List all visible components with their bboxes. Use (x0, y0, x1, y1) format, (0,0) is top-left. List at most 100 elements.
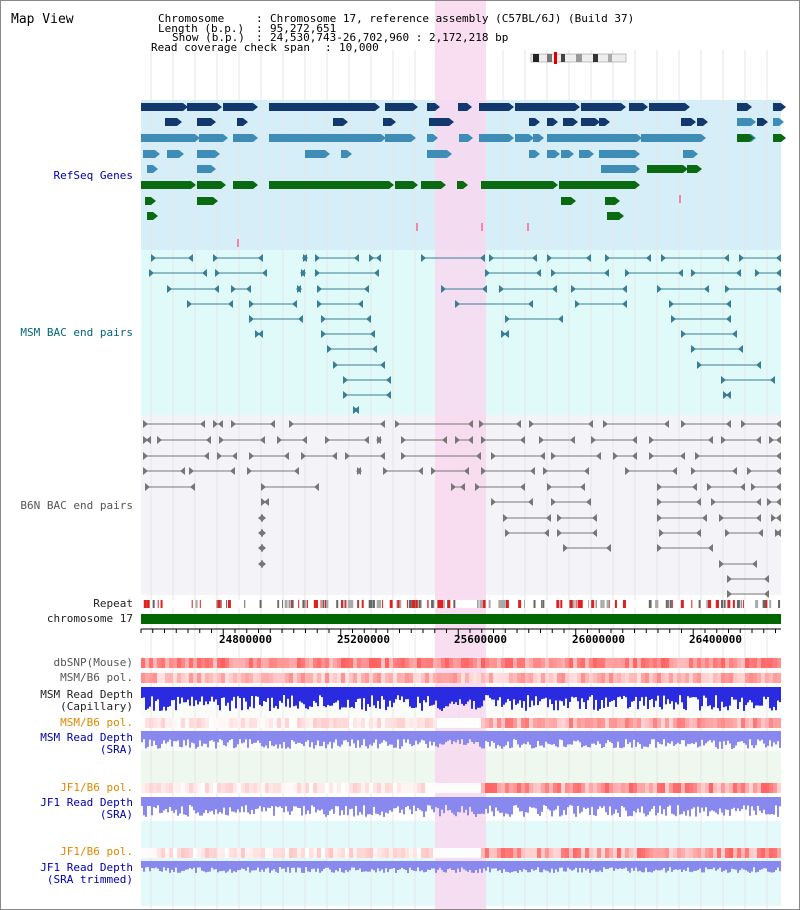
heat-cell (657, 783, 661, 793)
heat-cell (697, 848, 701, 858)
depth-bar (305, 861, 307, 868)
depth-bar (481, 687, 483, 707)
track-label-jf1-depth-trimmed[interactable]: JF1 Read Depth (40, 861, 133, 874)
depth-bar (717, 731, 719, 749)
depth-bar (753, 797, 755, 811)
heat-cell (189, 658, 193, 668)
heat-cell (677, 783, 681, 793)
track-label-msm-bac[interactable]: MSM BAC end pairs (20, 326, 133, 339)
bac-end (356, 467, 361, 475)
depth-bar (729, 687, 731, 706)
heat-cell (181, 783, 185, 793)
depth-bar (317, 687, 319, 707)
track-label-msm-b6-pol-2[interactable]: MSM/B6 pol. (60, 716, 133, 729)
depth-bar (279, 731, 281, 745)
heat-cell (481, 718, 485, 728)
heat-cell (313, 783, 317, 793)
heat-cell (385, 848, 389, 858)
depth-bar (251, 797, 253, 810)
depth-bar (465, 797, 467, 810)
depth-bar (387, 797, 389, 814)
depth-bar (377, 731, 379, 749)
track-label-jf1-b6-pol-1[interactable]: JF1/B6 pol. (60, 781, 133, 794)
heat-cell (289, 848, 293, 858)
depth-bar (759, 797, 761, 811)
depth-bar (229, 797, 231, 808)
depth-bar (239, 731, 241, 740)
depth-bar (381, 861, 383, 870)
depth-bar (253, 797, 255, 815)
bac-end (481, 436, 486, 444)
depth-bar (361, 687, 363, 710)
track-label-msm-depth-capillary[interactable]: MSM Read Depth (40, 688, 133, 701)
heat-cell (229, 673, 233, 683)
depth-bar (483, 797, 485, 815)
track-label-jf1-depth-sra[interactable]: JF1 Read Depth (40, 796, 133, 809)
depth-bar (697, 687, 699, 700)
gene-block (515, 103, 575, 111)
heat-cell (493, 718, 497, 728)
heat-cell (509, 658, 513, 668)
depth-bar (689, 687, 691, 698)
depth-bar (189, 797, 191, 806)
bac-end (219, 436, 224, 444)
depth-bar (327, 687, 329, 705)
heat-cell (353, 848, 357, 858)
depth-bar (541, 797, 543, 812)
heat-cell (161, 783, 165, 793)
depth-bar (513, 731, 515, 740)
heat-cell (605, 658, 609, 668)
heat-cell (181, 673, 185, 683)
track-label-refseq[interactable]: RefSeq Genes (53, 169, 133, 182)
depth-bar (221, 797, 223, 814)
depth-bar (499, 861, 501, 871)
depth-bar (513, 861, 515, 872)
depth-bar (767, 731, 769, 746)
track-label-msm-b6-pol-1[interactable]: MSM/B6 pol. (60, 671, 133, 684)
depth-bar (439, 861, 441, 868)
depth-bar (259, 731, 261, 743)
repeat-mark (389, 600, 393, 608)
depth-bar (539, 861, 541, 873)
depth-bar (537, 687, 539, 706)
depth-bar (473, 731, 475, 744)
depth-bar (695, 687, 697, 698)
depth-bar (609, 861, 611, 868)
heat-cell (657, 718, 661, 728)
bac-end (625, 467, 630, 475)
bac-end (721, 436, 726, 444)
depth-bar (303, 687, 305, 705)
axis-tick-label: 26400000 (689, 633, 742, 646)
track-label-b6n-bac[interactable]: B6N BAC end pairs (20, 499, 133, 512)
depth-bar (153, 797, 155, 808)
heat-cell (357, 718, 361, 728)
heat-cell (213, 783, 217, 793)
depth-bar (323, 687, 325, 707)
bac-end (625, 269, 630, 277)
depth-bar (503, 731, 505, 747)
heat-cell (249, 848, 253, 858)
depth-bar (711, 797, 713, 811)
heat-cell (521, 673, 525, 683)
depth-bar (463, 731, 465, 745)
track-label-dbsnp[interactable]: dbSNP(Mouse) (53, 656, 133, 669)
track-label-msm-depth-capillary-sub: (Capillary) (60, 700, 133, 713)
depth-bar (365, 687, 367, 711)
depth-bar (599, 687, 601, 709)
track-label-chromosome[interactable]: chromosome 17 (46, 612, 133, 625)
heat-cell (677, 718, 681, 728)
heat-cell (729, 658, 733, 668)
heat-cell (149, 673, 153, 683)
depth-bar (415, 731, 417, 741)
track-label-repeat[interactable]: Repeat (93, 597, 133, 610)
depth-bar (291, 861, 293, 868)
heat-cell (709, 658, 713, 668)
depth-bar (779, 861, 781, 872)
heat-cell (769, 718, 773, 728)
gene-block (197, 118, 211, 126)
heat-cell (393, 783, 397, 793)
track-label-jf1-b6-pol-2[interactable]: JF1/B6 pol. (60, 845, 133, 858)
bac-end (258, 514, 263, 522)
track-label-msm-depth-sra[interactable]: MSM Read Depth (40, 731, 133, 744)
